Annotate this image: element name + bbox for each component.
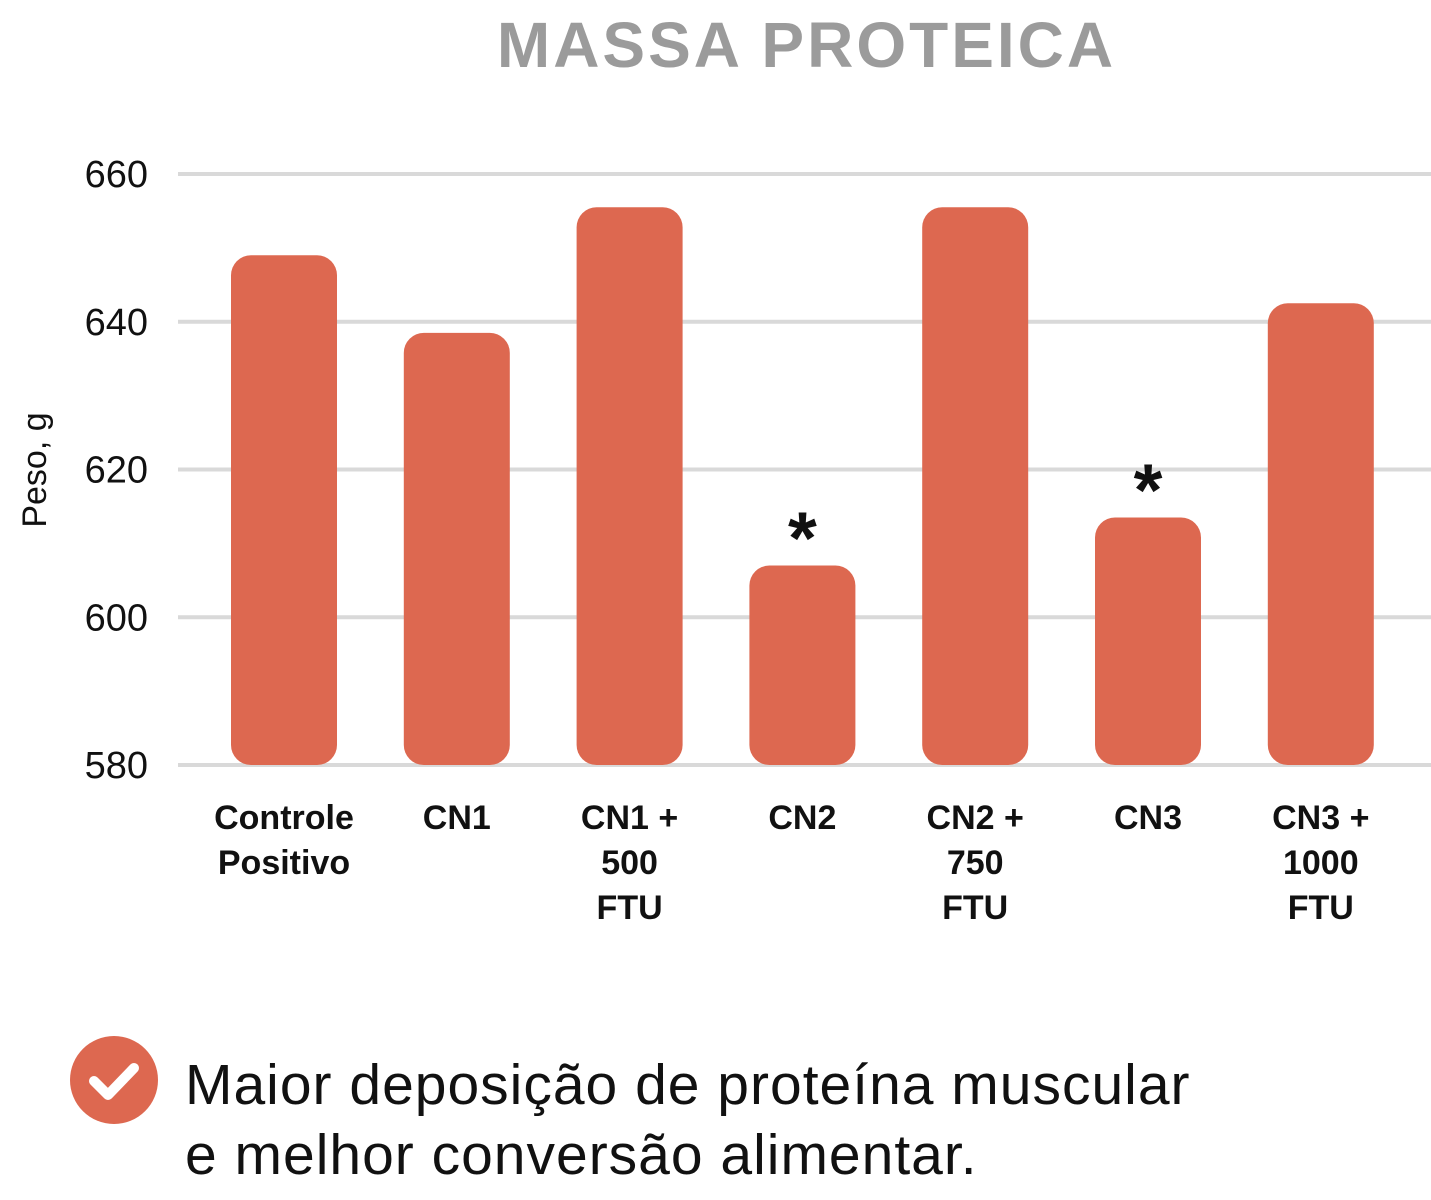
y-axis-ticks: 580 600 620 640 660 [85, 154, 148, 787]
x-tick-label: CN2 [768, 799, 836, 837]
x-tick-label: Controle Positivo [214, 799, 354, 882]
bar [403, 332, 510, 765]
y-tick-label: 580 [85, 745, 148, 787]
y-tick-label: 640 [85, 302, 148, 344]
x-tick-label: CN2 +750 FTU [927, 799, 1024, 927]
bar-chart: 580 600 620 640 660 Controle Positivo CN1 CN1 +… [16, 154, 1431, 927]
footer-text: Maior deposição de proteína muscular e m… [185, 1050, 1191, 1190]
bar [576, 207, 683, 765]
bar [231, 255, 337, 765]
chart-title: MASSA PROTEICA [496, 9, 1117, 81]
bars [231, 207, 1374, 765]
x-tick-label: CN1 +500 FTU [581, 799, 678, 927]
x-tick-label: CN3 [1114, 799, 1182, 837]
y-tick-label: 620 [85, 450, 148, 492]
x-tick-label: CN3 +1000 FTU [1272, 799, 1369, 927]
y-tick-label: 660 [85, 154, 148, 196]
y-tick-label: 600 [85, 597, 148, 639]
check-circle-icon [70, 1036, 158, 1124]
significance-markers: ** [788, 449, 1163, 580]
significance-asterisk: * [1134, 449, 1163, 532]
x-tick-label: CN1 [423, 799, 491, 837]
bar [922, 207, 1029, 765]
footer-line-1: Maior deposição de proteína muscular [185, 1053, 1191, 1117]
y-axis-label: Peso, g [16, 412, 54, 527]
footer-line-2: e melhor conversão alimentar. [185, 1123, 978, 1187]
significance-asterisk: * [788, 497, 817, 580]
bar [1267, 303, 1374, 765]
bar [749, 565, 856, 765]
gridlines [178, 172, 1431, 767]
bar [1095, 517, 1201, 765]
x-axis-labels: Controle Positivo CN1 CN1 +500 FTU CN2 CN2 +75… [214, 799, 1369, 927]
